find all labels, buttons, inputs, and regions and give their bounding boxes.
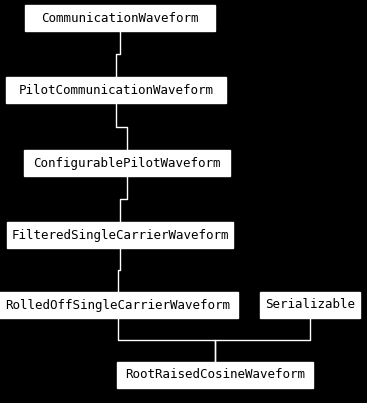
Text: FilteredSingleCarrierWaveform: FilteredSingleCarrierWaveform <box>11 229 229 241</box>
Bar <box>6 77 226 103</box>
Bar <box>25 5 215 31</box>
Bar <box>117 362 313 388</box>
Text: RolledOffSingleCarrierWaveform: RolledOffSingleCarrierWaveform <box>6 299 230 312</box>
Bar <box>7 222 233 248</box>
Bar <box>24 150 230 176</box>
Bar <box>0 292 238 318</box>
Bar <box>260 292 360 318</box>
Text: PilotCommunicationWaveform: PilotCommunicationWaveform <box>18 83 214 96</box>
Text: Serializable: Serializable <box>265 299 355 312</box>
Text: CommunicationWaveform: CommunicationWaveform <box>41 12 199 25</box>
Text: ConfigurablePilotWaveform: ConfigurablePilotWaveform <box>33 156 221 170</box>
Text: RootRaisedCosineWaveform: RootRaisedCosineWaveform <box>125 368 305 382</box>
